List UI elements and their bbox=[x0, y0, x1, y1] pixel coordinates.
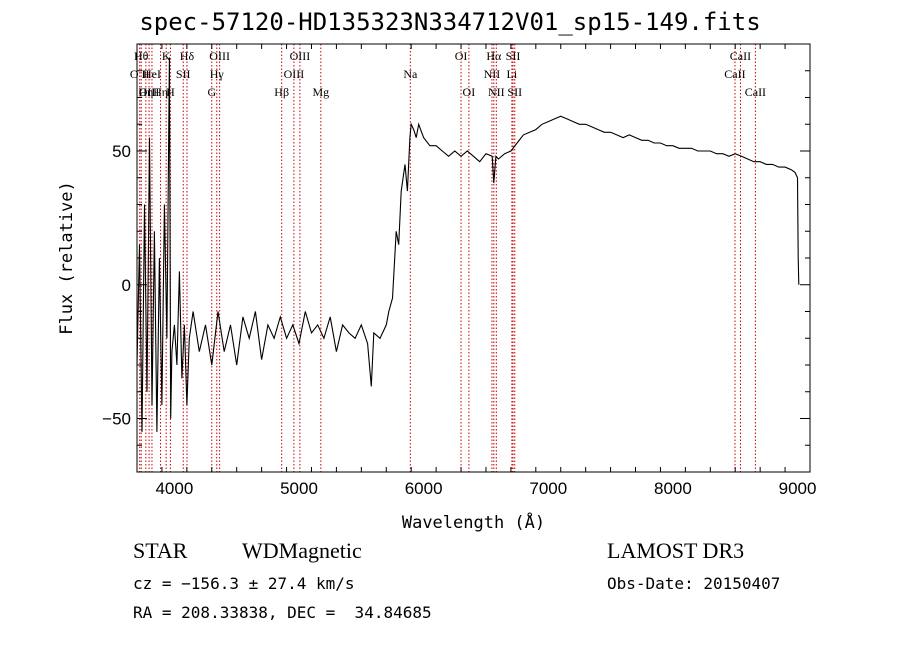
redshift-label: cz = −156.3 ± 27.4 km/s bbox=[133, 574, 355, 593]
spectral-line-label: O II bbox=[130, 67, 150, 81]
spectral-line-label: Li bbox=[507, 67, 518, 81]
x-tick-label: 6000 bbox=[405, 479, 443, 498]
spectral-line-markers bbox=[139, 44, 756, 472]
spectral-line-label: SII bbox=[507, 85, 522, 99]
x-tick-label: 4000 bbox=[155, 479, 193, 498]
spectral-line-labels: O IIHθHηOIIIHeIHηKHHδSIIGHγOIIIHβOIIIOII… bbox=[130, 49, 766, 99]
spectral-line-label: NII bbox=[488, 85, 505, 99]
spectral-line-label: Mg bbox=[312, 85, 329, 99]
spectral-line-label: OI bbox=[463, 85, 476, 99]
spectral-line-label: OIII bbox=[209, 49, 230, 63]
y-tick-label: −50 bbox=[102, 410, 131, 429]
spectral-line-label: OIII bbox=[139, 85, 160, 99]
spectral-line-label: Hγ bbox=[210, 67, 225, 81]
spectral-line-label: OIII bbox=[290, 49, 311, 63]
coordinates-label: RA = 208.33838, DEC = 34.84685 bbox=[133, 603, 432, 622]
x-tick-label: 8000 bbox=[654, 479, 692, 498]
x-axis-label: Wavelength (Å) bbox=[402, 511, 545, 533]
spectral-line-label: Hη bbox=[153, 85, 168, 99]
x-tick-label: 5000 bbox=[280, 479, 318, 498]
obs-date-label: Obs-Date: 20150407 bbox=[607, 574, 781, 593]
spectral-line-label: H bbox=[166, 85, 175, 99]
class-label: STAR bbox=[133, 538, 188, 563]
spectral-line-label: Hα bbox=[486, 49, 502, 63]
y-tick-label: 50 bbox=[112, 142, 131, 161]
spectral-line-label: Hθ bbox=[134, 49, 149, 63]
spectral-line-label: CaII bbox=[724, 67, 745, 81]
spectral-line-label: SII bbox=[506, 49, 521, 63]
y-tick-label: 0 bbox=[122, 276, 131, 295]
spectral-line-label: CaII bbox=[745, 85, 766, 99]
spectral-line-label: SII bbox=[176, 67, 191, 81]
x-tick-label: 7000 bbox=[529, 479, 567, 498]
spectral-line-label: Na bbox=[403, 67, 418, 81]
spectral-line-label: OIII bbox=[284, 67, 305, 81]
spectral-line-label: G bbox=[207, 85, 216, 99]
spectral-line-label: OI bbox=[455, 49, 468, 63]
spectral-line-label: HeI bbox=[143, 67, 161, 81]
plot-frame bbox=[136, 43, 811, 473]
subclass-label: WDMagnetic bbox=[242, 538, 362, 563]
spectral-line-label: Hβ bbox=[274, 85, 289, 99]
spectral-line-label: Hη bbox=[138, 85, 153, 99]
axis-ticks: 4000 5000 6000 7000 8000 9000 −50 0 50 bbox=[102, 43, 817, 498]
page-title: spec-57120-HD135323N334712V01_sp15-149.f… bbox=[139, 8, 761, 36]
x-tick-label: 9000 bbox=[779, 479, 817, 498]
spectral-line-label: K bbox=[162, 49, 171, 63]
survey-label: LAMOST DR3 bbox=[607, 538, 745, 563]
spectral-line-label: CaII bbox=[730, 49, 751, 63]
spectral-line-label: NII bbox=[484, 67, 501, 81]
spectral-line-label: Hδ bbox=[180, 49, 195, 63]
spectrum-line bbox=[136, 57, 800, 432]
y-axis-label: Flux (relative) bbox=[57, 181, 77, 335]
